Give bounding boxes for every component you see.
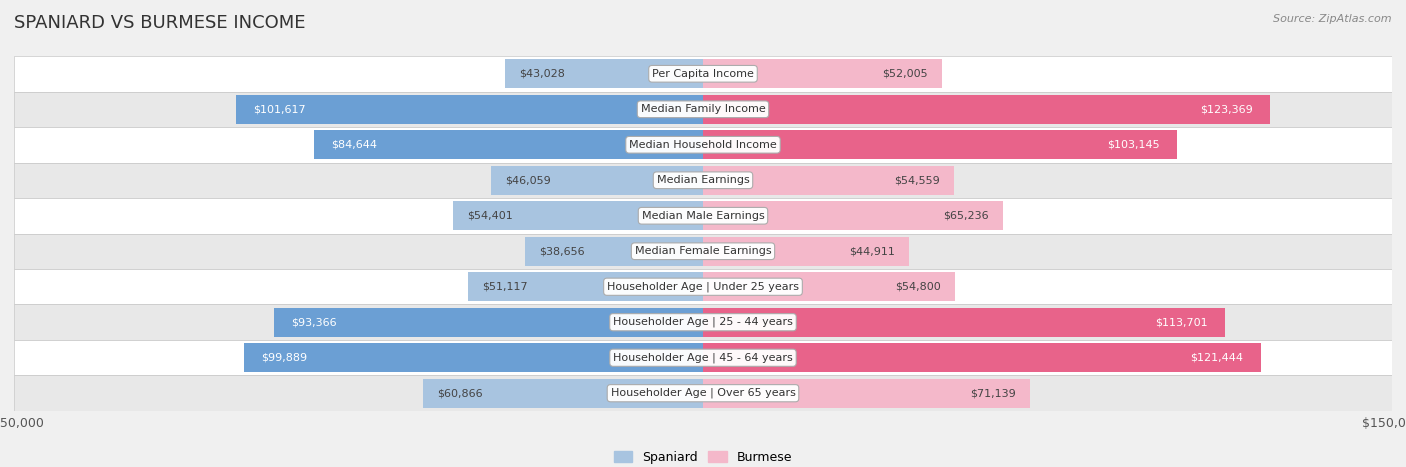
FancyBboxPatch shape bbox=[14, 304, 1392, 340]
FancyBboxPatch shape bbox=[468, 272, 703, 301]
FancyBboxPatch shape bbox=[703, 201, 1002, 230]
Text: $51,117: $51,117 bbox=[482, 282, 527, 292]
FancyBboxPatch shape bbox=[703, 95, 1270, 124]
FancyBboxPatch shape bbox=[526, 237, 703, 266]
Text: Median Earnings: Median Earnings bbox=[657, 175, 749, 185]
Text: $60,866: $60,866 bbox=[437, 388, 482, 398]
Text: $52,005: $52,005 bbox=[883, 69, 928, 79]
FancyBboxPatch shape bbox=[703, 237, 910, 266]
FancyBboxPatch shape bbox=[703, 272, 955, 301]
Text: $71,139: $71,139 bbox=[970, 388, 1017, 398]
Text: Householder Age | Under 25 years: Householder Age | Under 25 years bbox=[607, 282, 799, 292]
FancyBboxPatch shape bbox=[14, 234, 1392, 269]
FancyBboxPatch shape bbox=[14, 269, 1392, 304]
Text: $101,617: $101,617 bbox=[253, 104, 307, 114]
Text: $54,559: $54,559 bbox=[894, 175, 939, 185]
Text: Median Female Earnings: Median Female Earnings bbox=[634, 246, 772, 256]
FancyBboxPatch shape bbox=[14, 127, 1392, 163]
FancyBboxPatch shape bbox=[314, 130, 703, 159]
Text: $113,701: $113,701 bbox=[1156, 317, 1208, 327]
Text: $103,145: $103,145 bbox=[1107, 140, 1160, 150]
FancyBboxPatch shape bbox=[14, 56, 1392, 92]
Text: $43,028: $43,028 bbox=[519, 69, 565, 79]
Text: $65,236: $65,236 bbox=[943, 211, 988, 221]
Text: $44,911: $44,911 bbox=[849, 246, 896, 256]
Text: Householder Age | 45 - 64 years: Householder Age | 45 - 64 years bbox=[613, 353, 793, 363]
FancyBboxPatch shape bbox=[14, 340, 1392, 375]
Text: Median Household Income: Median Household Income bbox=[628, 140, 778, 150]
Text: $46,059: $46,059 bbox=[505, 175, 551, 185]
FancyBboxPatch shape bbox=[703, 166, 953, 195]
Text: $121,444: $121,444 bbox=[1191, 353, 1243, 363]
FancyBboxPatch shape bbox=[492, 166, 703, 195]
FancyBboxPatch shape bbox=[703, 59, 942, 88]
FancyBboxPatch shape bbox=[236, 95, 703, 124]
Text: $93,366: $93,366 bbox=[291, 317, 337, 327]
Text: $99,889: $99,889 bbox=[262, 353, 308, 363]
Text: Source: ZipAtlas.com: Source: ZipAtlas.com bbox=[1274, 14, 1392, 24]
Text: $54,800: $54,800 bbox=[896, 282, 941, 292]
FancyBboxPatch shape bbox=[14, 198, 1392, 234]
FancyBboxPatch shape bbox=[703, 343, 1261, 372]
FancyBboxPatch shape bbox=[245, 343, 703, 372]
FancyBboxPatch shape bbox=[423, 379, 703, 408]
FancyBboxPatch shape bbox=[453, 201, 703, 230]
Text: Per Capita Income: Per Capita Income bbox=[652, 69, 754, 79]
Text: SPANIARD VS BURMESE INCOME: SPANIARD VS BURMESE INCOME bbox=[14, 14, 305, 32]
FancyBboxPatch shape bbox=[703, 308, 1225, 337]
FancyBboxPatch shape bbox=[14, 163, 1392, 198]
FancyBboxPatch shape bbox=[703, 130, 1177, 159]
Text: $123,369: $123,369 bbox=[1199, 104, 1253, 114]
Text: Median Male Earnings: Median Male Earnings bbox=[641, 211, 765, 221]
Text: $38,656: $38,656 bbox=[540, 246, 585, 256]
Text: Householder Age | Over 65 years: Householder Age | Over 65 years bbox=[610, 388, 796, 398]
Text: $84,644: $84,644 bbox=[332, 140, 377, 150]
FancyBboxPatch shape bbox=[14, 92, 1392, 127]
FancyBboxPatch shape bbox=[14, 375, 1392, 411]
Text: Median Family Income: Median Family Income bbox=[641, 104, 765, 114]
FancyBboxPatch shape bbox=[703, 379, 1029, 408]
Legend: Spaniard, Burmese: Spaniard, Burmese bbox=[609, 446, 797, 467]
FancyBboxPatch shape bbox=[274, 308, 703, 337]
FancyBboxPatch shape bbox=[505, 59, 703, 88]
Text: Householder Age | 25 - 44 years: Householder Age | 25 - 44 years bbox=[613, 317, 793, 327]
Text: $54,401: $54,401 bbox=[467, 211, 513, 221]
